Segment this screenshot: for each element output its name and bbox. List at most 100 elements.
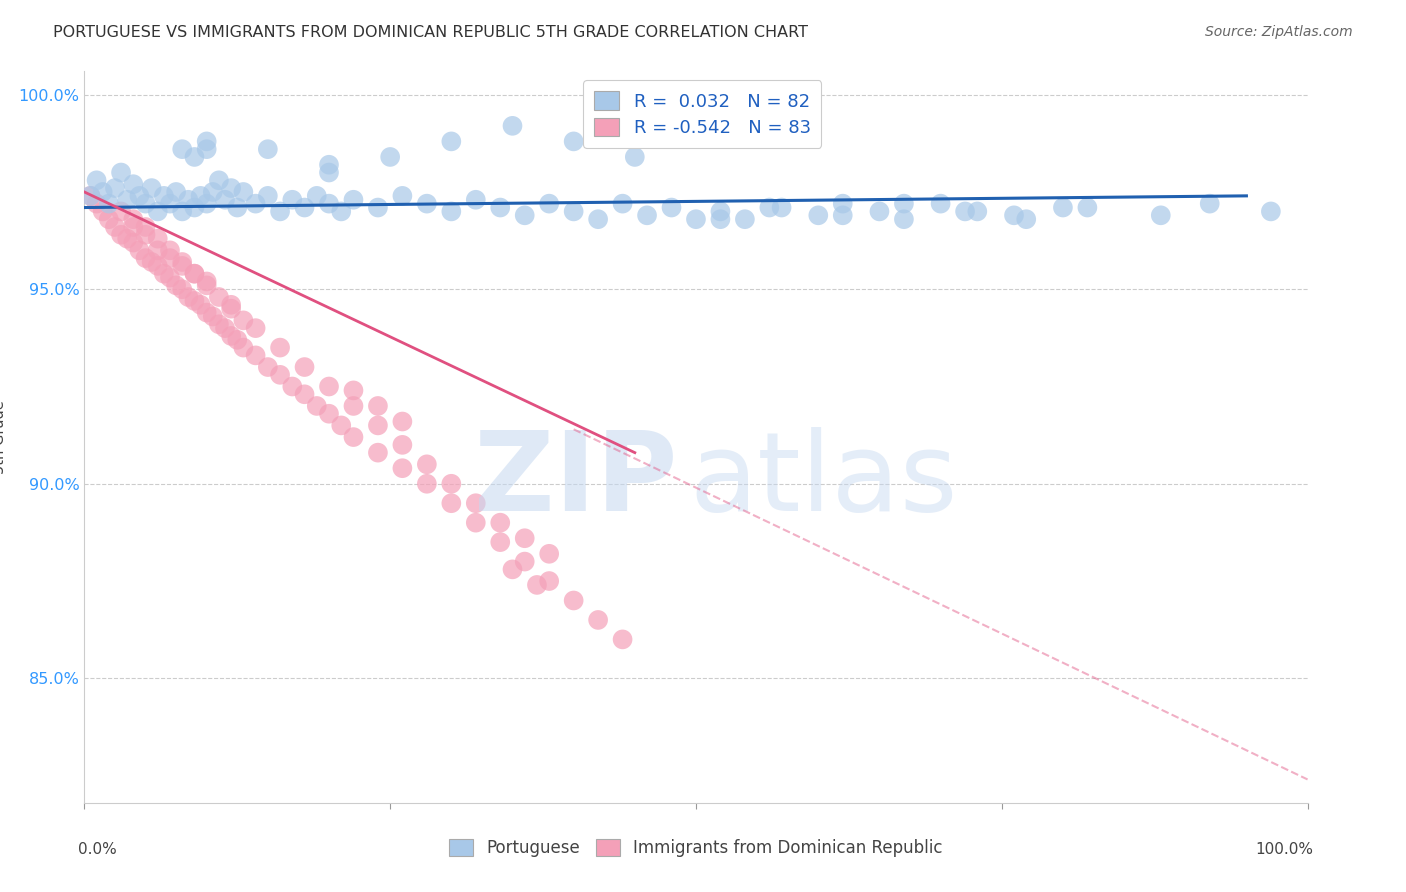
Point <box>122 212 145 227</box>
Point <box>513 208 536 222</box>
Point <box>115 193 138 207</box>
Point <box>172 259 194 273</box>
Point <box>305 189 328 203</box>
Point <box>294 201 316 215</box>
Point <box>831 196 853 211</box>
Point <box>586 212 609 227</box>
Point <box>135 219 157 234</box>
Point <box>219 298 242 312</box>
Point <box>195 305 218 319</box>
Point <box>770 201 793 215</box>
Point <box>538 196 561 211</box>
Point <box>219 181 242 195</box>
Point <box>342 399 364 413</box>
Point <box>893 196 915 211</box>
Point <box>489 535 512 549</box>
Point <box>367 445 389 459</box>
Point <box>281 379 304 393</box>
Text: ZIP: ZIP <box>474 427 678 534</box>
Point <box>1150 208 1173 222</box>
Point <box>612 196 634 211</box>
Point <box>929 196 952 211</box>
Point <box>232 185 254 199</box>
Point <box>128 244 150 258</box>
Point <box>104 181 127 195</box>
Point <box>190 298 212 312</box>
Point <box>245 196 267 211</box>
Point <box>318 165 340 179</box>
Point <box>226 333 249 347</box>
Point <box>807 208 830 222</box>
Text: 0.0%: 0.0% <box>79 842 117 857</box>
Point <box>869 204 891 219</box>
Point <box>226 201 249 215</box>
Point <box>245 348 267 362</box>
Point <box>172 142 194 156</box>
Point <box>1052 201 1074 215</box>
Text: atlas: atlas <box>690 427 959 534</box>
Point <box>122 177 145 191</box>
Point <box>146 232 169 246</box>
Point <box>159 244 181 258</box>
Point <box>141 181 163 195</box>
Point <box>183 293 205 308</box>
Point <box>562 135 585 149</box>
Point <box>146 244 169 258</box>
Point <box>219 329 242 343</box>
Point <box>624 150 647 164</box>
Point <box>232 313 254 327</box>
Point <box>1002 208 1025 222</box>
Point <box>214 193 236 207</box>
Point <box>391 415 413 429</box>
Point <box>183 150 205 164</box>
Point <box>214 321 236 335</box>
Point <box>1260 204 1282 219</box>
Point <box>661 201 683 215</box>
Point <box>201 310 224 324</box>
Point <box>489 201 512 215</box>
Legend: Portuguese, Immigrants from Dominican Republic: Portuguese, Immigrants from Dominican Re… <box>443 832 949 864</box>
Point <box>97 212 120 227</box>
Point <box>586 613 609 627</box>
Point <box>79 189 101 203</box>
Point <box>342 384 364 398</box>
Point <box>269 368 291 382</box>
Point <box>257 359 280 374</box>
Point <box>831 208 853 222</box>
Point <box>305 399 328 413</box>
Point <box>165 185 187 199</box>
Point <box>636 208 658 222</box>
Point <box>257 189 280 203</box>
Point <box>122 219 145 234</box>
Point <box>562 593 585 607</box>
Point <box>513 531 536 545</box>
Point <box>367 399 389 413</box>
Point <box>172 282 194 296</box>
Point <box>110 204 132 219</box>
Point <box>294 387 316 401</box>
Point <box>538 574 561 588</box>
Point <box>294 359 316 374</box>
Point <box>953 204 976 219</box>
Point <box>966 204 988 219</box>
Point <box>709 212 731 227</box>
Point <box>391 461 413 475</box>
Point <box>440 135 463 149</box>
Point <box>79 189 101 203</box>
Point <box>245 321 267 335</box>
Point <box>232 341 254 355</box>
Point <box>318 196 340 211</box>
Point <box>416 476 439 491</box>
Point <box>208 318 231 332</box>
Point <box>183 267 205 281</box>
Point <box>177 290 200 304</box>
Point <box>195 278 218 293</box>
Point <box>318 407 340 421</box>
Point <box>183 201 205 215</box>
Point <box>172 255 194 269</box>
Point <box>440 476 463 491</box>
Point <box>342 193 364 207</box>
Point <box>122 235 145 250</box>
Point <box>183 267 205 281</box>
Point <box>86 173 108 187</box>
